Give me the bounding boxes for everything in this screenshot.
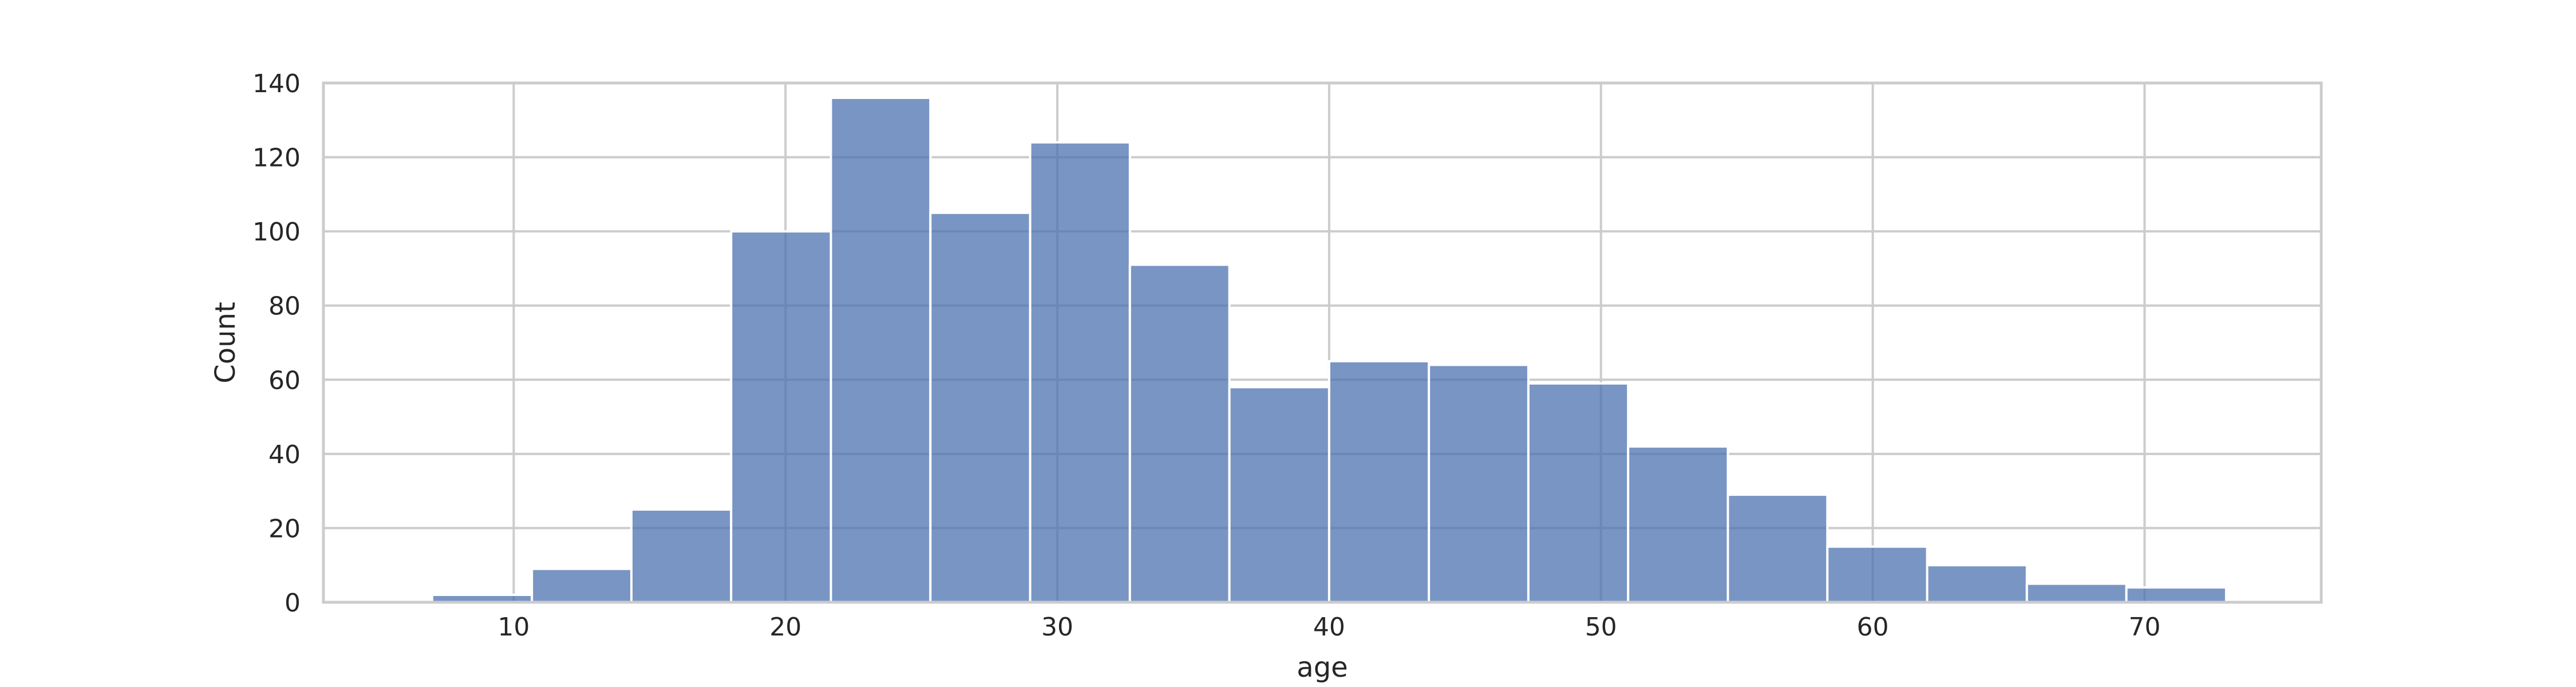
x-tick-labels: 10 20 30 40 50 60 70	[497, 613, 2160, 642]
y-axis-label: Count	[210, 302, 242, 384]
histogram-bars	[430, 96, 2227, 604]
x-axis-label: age	[1297, 652, 1348, 684]
y-tick-label: 120	[252, 144, 301, 173]
histogram-bar	[531, 567, 633, 604]
y-tick-label: 20	[268, 514, 301, 543]
histogram-bar	[630, 508, 733, 603]
y-tick-label: 60	[268, 366, 301, 395]
histogram-bar	[829, 96, 932, 603]
grid-lines	[323, 82, 2321, 603]
histogram-bar	[2025, 582, 2128, 603]
y-tick-labels: 0 20 40 60 80 100 120 140	[252, 69, 301, 618]
x-tick-label: 30	[1041, 613, 1073, 642]
y-tick-label: 40	[268, 440, 301, 469]
histogram-bar	[1926, 564, 2028, 604]
histogram-bar	[1228, 386, 1330, 603]
histogram-bar	[1527, 382, 1630, 603]
x-tick-label: 20	[769, 613, 801, 642]
histogram-bar	[1128, 263, 1231, 603]
y-tick-label: 100	[252, 218, 301, 247]
histogram-bar	[1029, 141, 1131, 603]
histogram-bar	[1627, 445, 1729, 604]
x-tick-label: 70	[2128, 613, 2160, 642]
x-tick-label: 50	[1585, 613, 1617, 642]
plot-frame	[322, 81, 2323, 604]
histogram-bar	[1327, 360, 1431, 604]
x-tick-label: 40	[1313, 613, 1345, 642]
histogram-bar	[730, 230, 832, 603]
histogram-bar	[2125, 586, 2227, 603]
histogram-bar	[1428, 364, 1530, 603]
x-tick-label: 60	[1857, 613, 1889, 642]
x-tick-label: 10	[497, 613, 530, 642]
histogram-bar	[1726, 493, 1829, 603]
histogram-bar	[1826, 545, 1929, 603]
y-tick-label: 140	[252, 69, 301, 98]
y-tick-label: 0	[285, 589, 301, 618]
histogram-bar	[929, 211, 1032, 603]
y-tick-label: 80	[268, 292, 301, 321]
